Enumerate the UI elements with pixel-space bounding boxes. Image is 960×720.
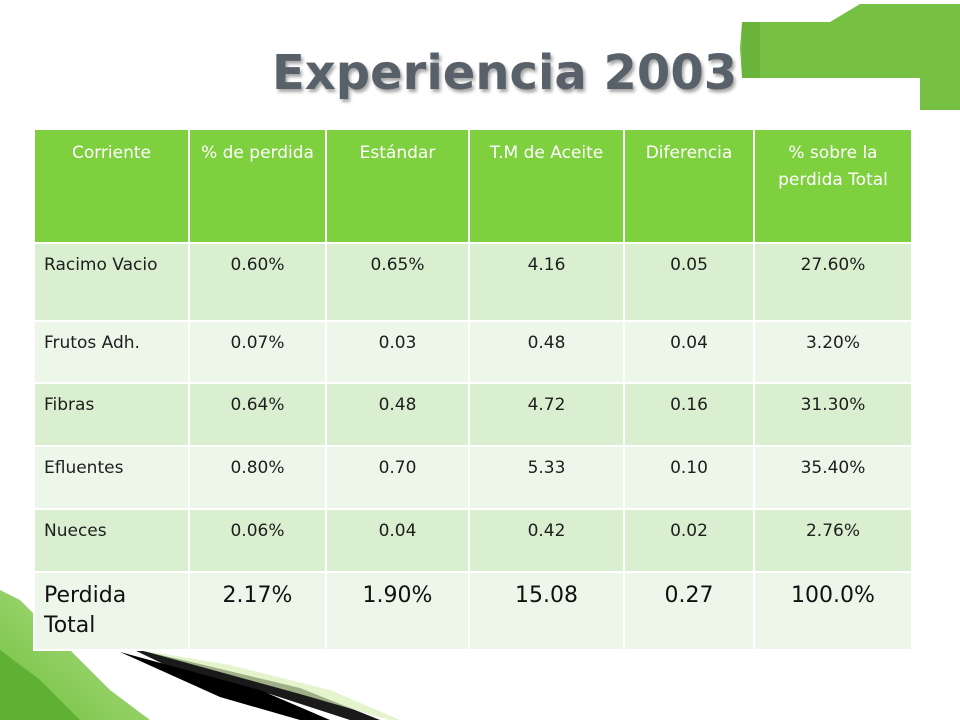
table-cell: 4.16 xyxy=(468,242,625,322)
total-label-cell: Perdida Total xyxy=(33,571,190,651)
page-title: Experiencia 2003 xyxy=(272,45,738,101)
table-cell: 5.33 xyxy=(468,445,625,510)
table-row: Fibras 0.64% 0.48 4.72 0.16 31.30% xyxy=(33,382,913,447)
table-row: Nueces 0.06% 0.04 0.42 0.02 2.76% xyxy=(33,508,913,573)
table-cell: 31.30% xyxy=(753,382,913,447)
table-cell: 0.06% xyxy=(188,508,327,573)
table-cell: 3.20% xyxy=(753,320,913,384)
table-cell: 0.02 xyxy=(623,508,755,573)
table-cell: 0.03 xyxy=(325,320,470,384)
table-row: Efluentes 0.80% 0.70 5.33 0.10 35.40% xyxy=(33,445,913,510)
total-cell: 2.17% xyxy=(188,571,327,651)
table-cell: 0.48 xyxy=(468,320,625,384)
row-label-cell: Racimo Vacio xyxy=(33,242,190,322)
table-cell: 2.76% xyxy=(753,508,913,573)
total-cell: 1.90% xyxy=(325,571,470,651)
header-cell: % de perdida xyxy=(188,128,327,244)
table-cell: 0.42 xyxy=(468,508,625,573)
table-cell: 0.65% xyxy=(325,242,470,322)
table-cell: 0.48 xyxy=(325,382,470,447)
total-cell: 15.08 xyxy=(468,571,625,651)
table-cell: 0.16 xyxy=(623,382,755,447)
header-cell: % sobre la perdida Total xyxy=(753,128,913,244)
table-cell: 0.70 xyxy=(325,445,470,510)
header-cell: Diferencia xyxy=(623,128,755,244)
table-cell: 0.05 xyxy=(623,242,755,322)
row-label-cell: Frutos Adh. xyxy=(33,320,190,384)
table-cell: 0.10 xyxy=(623,445,755,510)
row-label-cell: Efluentes xyxy=(33,445,190,510)
table-cell: 0.64% xyxy=(188,382,327,447)
table-header-row: Corriente % de perdida Estándar T.M de A… xyxy=(33,128,913,244)
table-cell: 35.40% xyxy=(753,445,913,510)
table-cell: 0.04 xyxy=(325,508,470,573)
table-cell: 0.60% xyxy=(188,242,327,322)
row-label-cell: Nueces xyxy=(33,508,190,573)
table-cell: 4.72 xyxy=(468,382,625,447)
table-row: Racimo Vacio 0.60% 0.65% 4.16 0.05 27.60… xyxy=(33,242,913,322)
table-row: Frutos Adh. 0.07% 0.03 0.48 0.04 3.20% xyxy=(33,320,913,384)
row-label-cell: Fibras xyxy=(33,382,190,447)
table-cell: 0.07% xyxy=(188,320,327,384)
table-cell: 0.80% xyxy=(188,445,327,510)
header-cell: Estándar xyxy=(325,128,470,244)
table-cell: 0.04 xyxy=(623,320,755,384)
loss-table: Corriente % de perdida Estándar T.M de A… xyxy=(33,128,913,651)
table-total-row: Perdida Total 2.17% 1.90% 15.08 0.27 100… xyxy=(33,571,913,651)
header-cell: T.M de Aceite xyxy=(468,128,625,244)
header-cell: Corriente xyxy=(33,128,190,244)
table-cell: 27.60% xyxy=(753,242,913,322)
total-cell: 0.27 xyxy=(623,571,755,651)
total-cell: 100.0% xyxy=(753,571,913,651)
